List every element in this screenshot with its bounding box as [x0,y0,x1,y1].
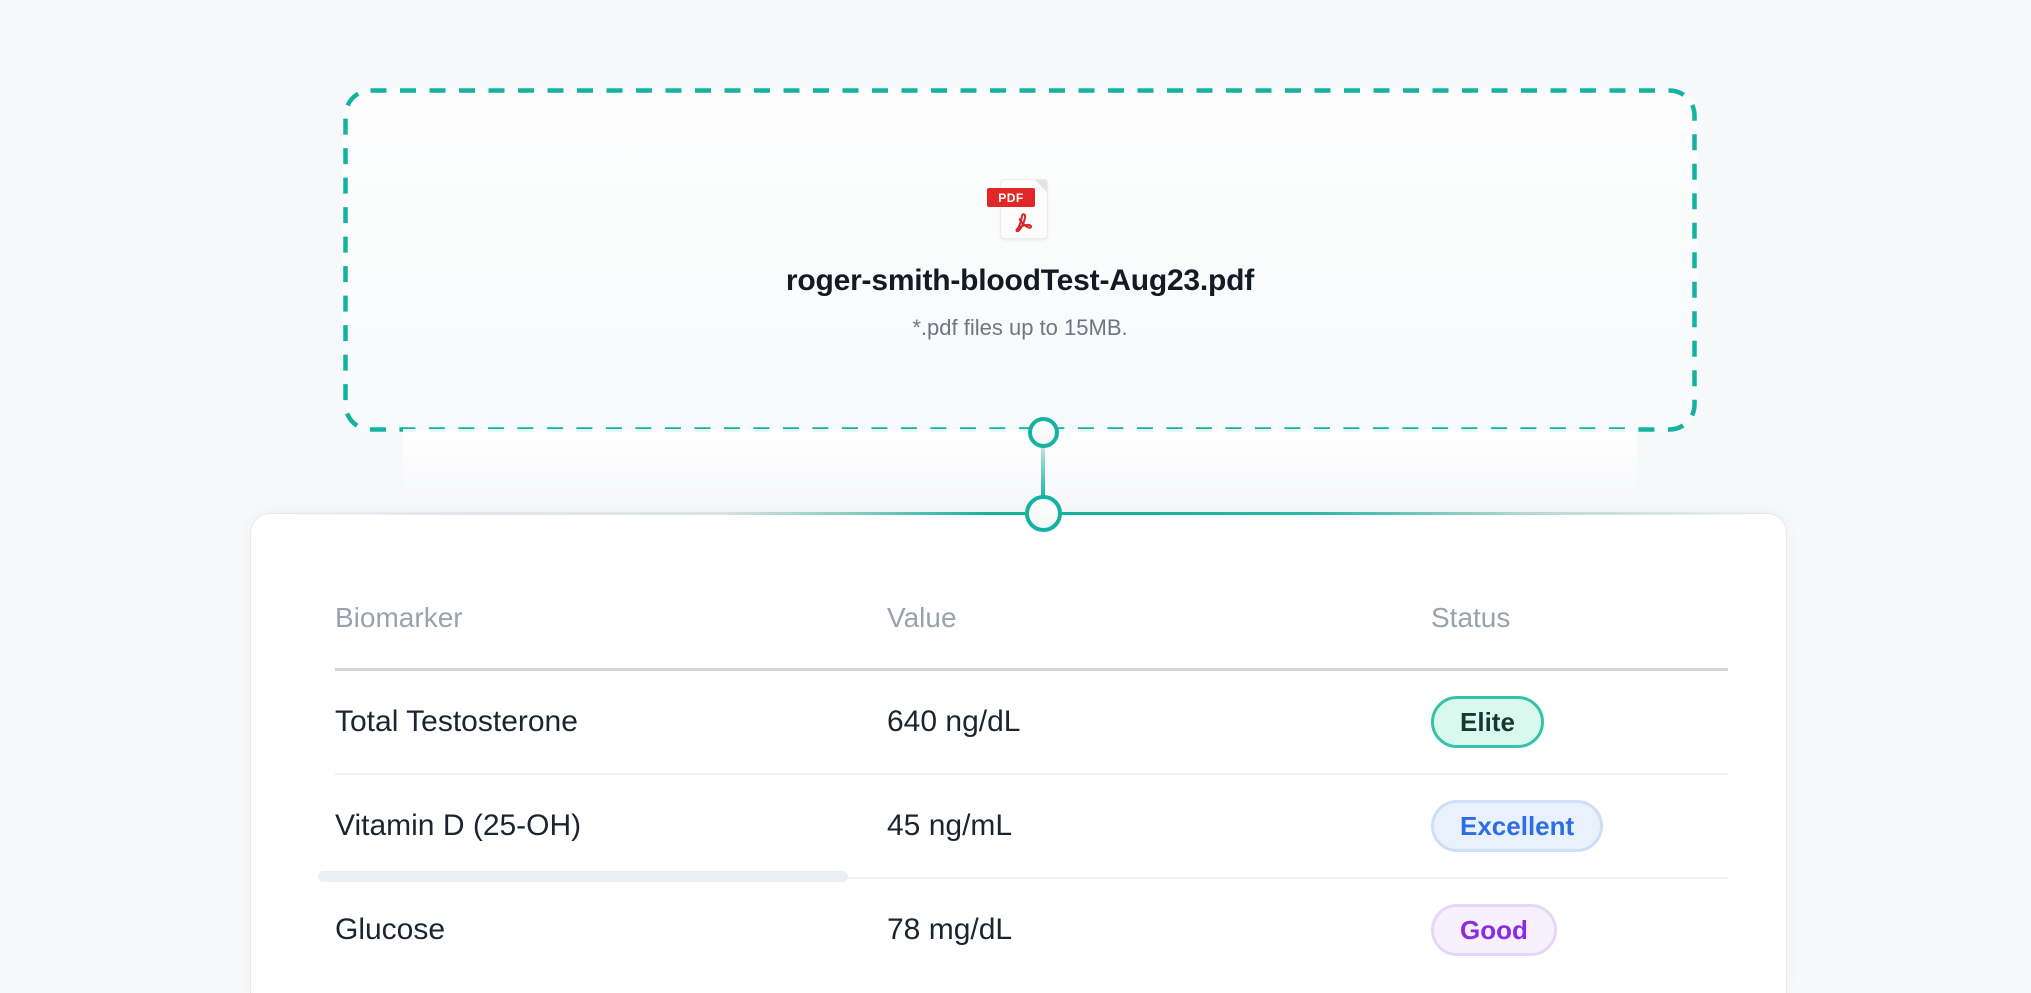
biomarker-value: 45 ng/mL [887,809,1013,842]
table-row[interactable]: Glucose 78 mg/dL Good [335,879,1728,981]
table-header-row: Biomarker Value Status [335,514,1728,671]
column-header-biomarker: Biomarker [335,602,463,633]
table-row[interactable]: Total Testosterone 640 ng/dL Elite [335,671,1728,775]
biomarker-value: 640 ng/dL [887,705,1021,738]
connector-node-top [1028,417,1059,448]
upload-hint-text: *.pdf files up to 15MB. [912,315,1128,340]
loading-skeleton-bar [318,871,848,882]
biomarker-value: 78 mg/dL [887,913,1013,946]
column-header-value: Value [887,602,957,633]
connector-node-bottom [1025,495,1062,532]
pdf-upload-dropzone[interactable]: PDF roger-smith-bloodTest-Aug23.pdf *.pd… [343,88,1697,499]
status-badge: Elite [1431,695,1544,749]
pdf-fold-corner [1035,180,1047,192]
column-header-status: Status [1431,602,1511,633]
biomarker-table: Biomarker Value Status Total Testosteron… [335,514,1728,981]
page-background: PDF roger-smith-bloodTest-Aug23.pdf *.pd… [250,88,1787,993]
status-badge: Good [1431,903,1557,957]
uploaded-filename: roger-smith-bloodTest-Aug23.pdf [785,264,1255,297]
pdf-file-icon: PDF [987,178,1053,242]
status-badge: Excellent [1431,799,1604,853]
table-row[interactable]: Vitamin D (25-OH) 45 ng/mL Excellent [335,775,1728,879]
connector-line [1041,444,1045,500]
results-card: Biomarker Value Status Total Testosteron… [250,512,1787,993]
biomarker-name: Vitamin D (25-OH) [335,809,582,842]
pdf-label-banner: PDF [987,188,1035,207]
biomarker-name: Total Testosterone [335,705,578,738]
biomarker-name: Glucose [335,913,446,946]
acrobat-swirl-icon [1015,213,1033,233]
